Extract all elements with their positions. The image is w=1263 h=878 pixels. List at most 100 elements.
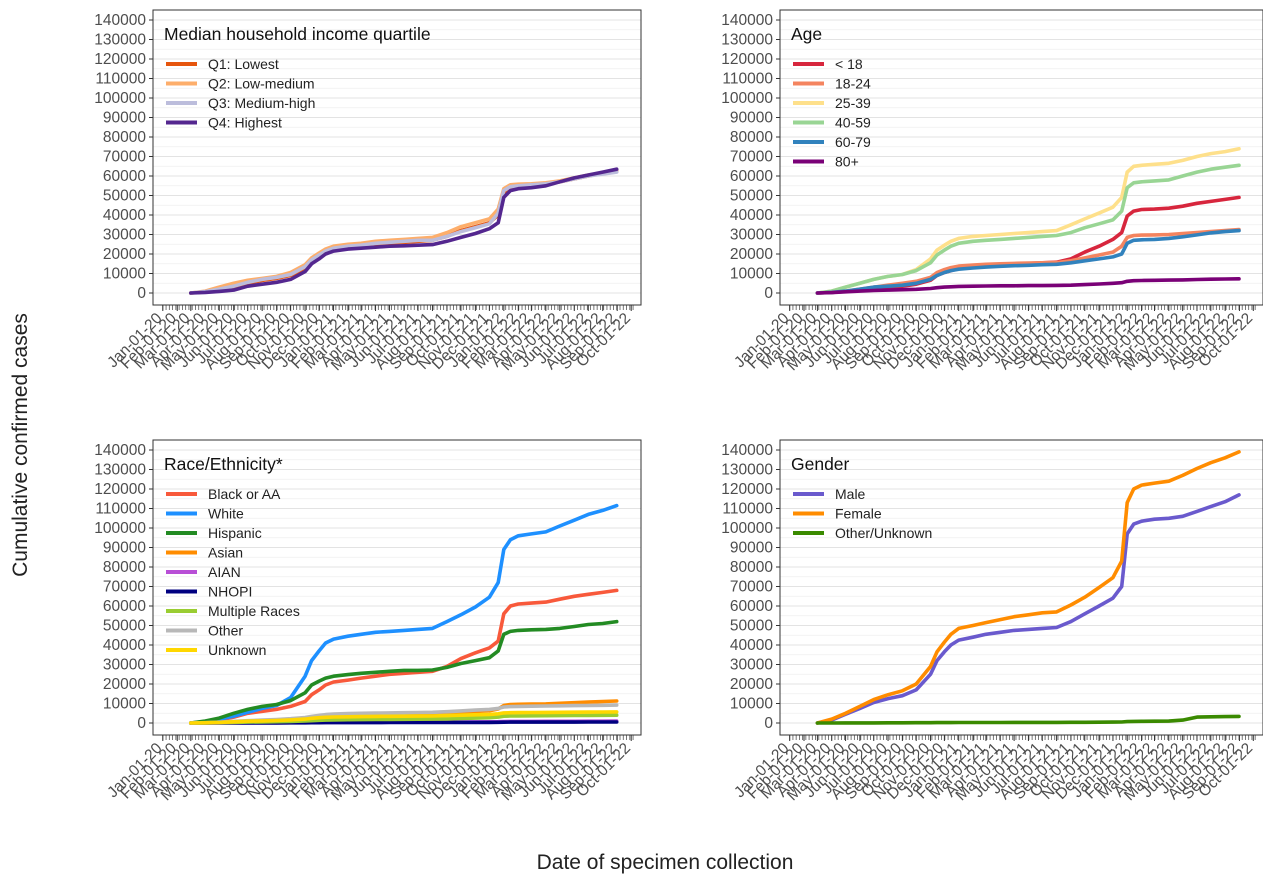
- y-tick-label: 50000: [730, 618, 773, 635]
- series-line: [189, 710, 619, 725]
- y-tick-label: 70000: [730, 579, 773, 596]
- y-tick-label: 10000: [730, 266, 773, 283]
- y-tick-label: 10000: [103, 696, 146, 713]
- y-tick-label: 0: [764, 285, 773, 302]
- legend-label: Female: [835, 506, 882, 522]
- y-tick-label: 100000: [721, 520, 773, 537]
- y-tick-label: 60000: [730, 168, 773, 185]
- legend-label: 25-39: [835, 95, 871, 111]
- legend-label: Q1: Lowest: [208, 56, 279, 72]
- legend-label: 80+: [835, 154, 859, 170]
- y-tick-label: 120000: [94, 481, 146, 498]
- chart-panel-top-left: 0 10000 20000 30000 40000 50000 60000 70000 8000…: [94, 9, 642, 374]
- y-tick-label: 40000: [730, 207, 773, 224]
- legend-label: Asian: [208, 545, 243, 561]
- panels: 0 10000 20000 30000 40000 50000 60000 70000 8000…: [94, 9, 1263, 804]
- legend-label: 60-79: [835, 134, 871, 150]
- y-tick-label: 120000: [94, 51, 146, 68]
- chart-panel-top-right: 0 10000 20000 30000 40000 50000 60000 70000 8000…: [721, 9, 1263, 374]
- y-tick-label: 90000: [730, 110, 773, 127]
- series-line: [815, 714, 1241, 725]
- plot-background: [780, 440, 1263, 735]
- legend-label: Multiple Races: [208, 603, 300, 619]
- y-tick-label: 100000: [94, 90, 146, 107]
- y-tick-label: 50000: [730, 188, 773, 205]
- y-tick-label: 70000: [103, 149, 146, 166]
- legend-title: Race/Ethnicity*: [164, 454, 283, 474]
- legend: Median household income quartile Q1: Lowe…: [164, 24, 431, 131]
- legend-label: Q3: Medium-high: [208, 95, 315, 111]
- legend-label: Black or AA: [208, 486, 281, 502]
- y-tick-label: 50000: [103, 618, 146, 635]
- y-tick-label: 90000: [103, 540, 146, 557]
- y-tick-label: 0: [764, 715, 773, 732]
- y-tick-label: 20000: [103, 246, 146, 263]
- y-tick-label: 70000: [103, 579, 146, 596]
- y-tick-label: 120000: [721, 51, 773, 68]
- y-tick-label: 50000: [103, 188, 146, 205]
- y-tick-label: 90000: [730, 540, 773, 557]
- y-tick-label: 140000: [721, 442, 773, 459]
- legend-title: Gender: [791, 454, 850, 474]
- y-tick-label: 80000: [103, 129, 146, 146]
- y-tick-label: 30000: [103, 657, 146, 674]
- series-line: [189, 167, 619, 295]
- series-line: [189, 170, 619, 295]
- legend-label: Q4: Highest: [208, 115, 282, 131]
- legend: Gender Male Female Other/Unknown: [791, 454, 932, 541]
- y-tick-label: 130000: [721, 32, 773, 49]
- y-tick-label: 80000: [730, 129, 773, 146]
- y-tick-label: 60000: [730, 598, 773, 615]
- y-tick-label: 110000: [722, 501, 773, 518]
- legend-title: Age: [791, 24, 822, 44]
- legend-label: 18-24: [835, 76, 871, 92]
- y-tick-label: 110000: [95, 501, 146, 518]
- y-axis-title: Cumulative confirmed cases: [9, 313, 32, 577]
- y-tick-label: 40000: [730, 637, 773, 654]
- y-tick-label: 140000: [94, 12, 146, 29]
- y-tick-label: 140000: [721, 12, 773, 29]
- y-tick-label: 0: [137, 285, 146, 302]
- series-line: [815, 450, 1241, 725]
- panel-border: [779, 439, 1263, 736]
- series-line: [815, 228, 1241, 295]
- legend-label: Unknown: [208, 642, 266, 658]
- series-line: [815, 163, 1241, 295]
- y-tick-label: 10000: [730, 696, 773, 713]
- chart-panel-bottom-right: 0 10000 20000 30000 40000 50000 60000 70000 8000…: [721, 439, 1263, 804]
- y-tick-label: 60000: [103, 598, 146, 615]
- y-tick-label: 40000: [103, 637, 146, 654]
- y-tick-label: 20000: [103, 676, 146, 693]
- y-tick-label: 0: [137, 715, 146, 732]
- y-tick-label: 140000: [94, 442, 146, 459]
- x-axis-title: Date of specimen collection: [537, 851, 794, 874]
- legend-label: Hispanic: [208, 525, 262, 541]
- series-line: [815, 276, 1241, 295]
- y-tick-label: 120000: [721, 481, 773, 498]
- series-line: [189, 588, 619, 725]
- legend-label: Other: [208, 623, 243, 639]
- legend: Race/Ethnicity* Black or AA White Hispanic A…: [164, 454, 300, 658]
- plot-background: [153, 10, 641, 305]
- y-tick-label: 60000: [103, 168, 146, 185]
- legend-label: < 18: [835, 56, 863, 72]
- series-line: [815, 493, 1241, 725]
- y-tick-label: 80000: [103, 559, 146, 576]
- y-tick-label: 30000: [103, 227, 146, 244]
- legend: Age < 18 18-24 25-39 40-59 60-79 80+: [791, 24, 871, 170]
- y-tick-label: 20000: [730, 676, 773, 693]
- legend-label: Male: [835, 486, 866, 502]
- y-tick-label: 130000: [94, 462, 146, 479]
- y-tick-label: 100000: [94, 520, 146, 537]
- y-tick-label: 110000: [95, 71, 146, 88]
- y-tick-label: 80000: [730, 559, 773, 576]
- y-tick-label: 30000: [730, 657, 773, 674]
- legend-title: Median household income quartile: [164, 24, 431, 44]
- y-tick-label: 10000: [103, 266, 146, 283]
- legend-label: AIAN: [208, 564, 241, 580]
- y-tick-label: 40000: [103, 207, 146, 224]
- y-tick-label: 110000: [722, 71, 773, 88]
- chart-panel-bottom-left: 0 10000 20000 30000 40000 50000 60000 70000 8000…: [94, 439, 642, 804]
- legend-label: Q2: Low-medium: [208, 76, 315, 92]
